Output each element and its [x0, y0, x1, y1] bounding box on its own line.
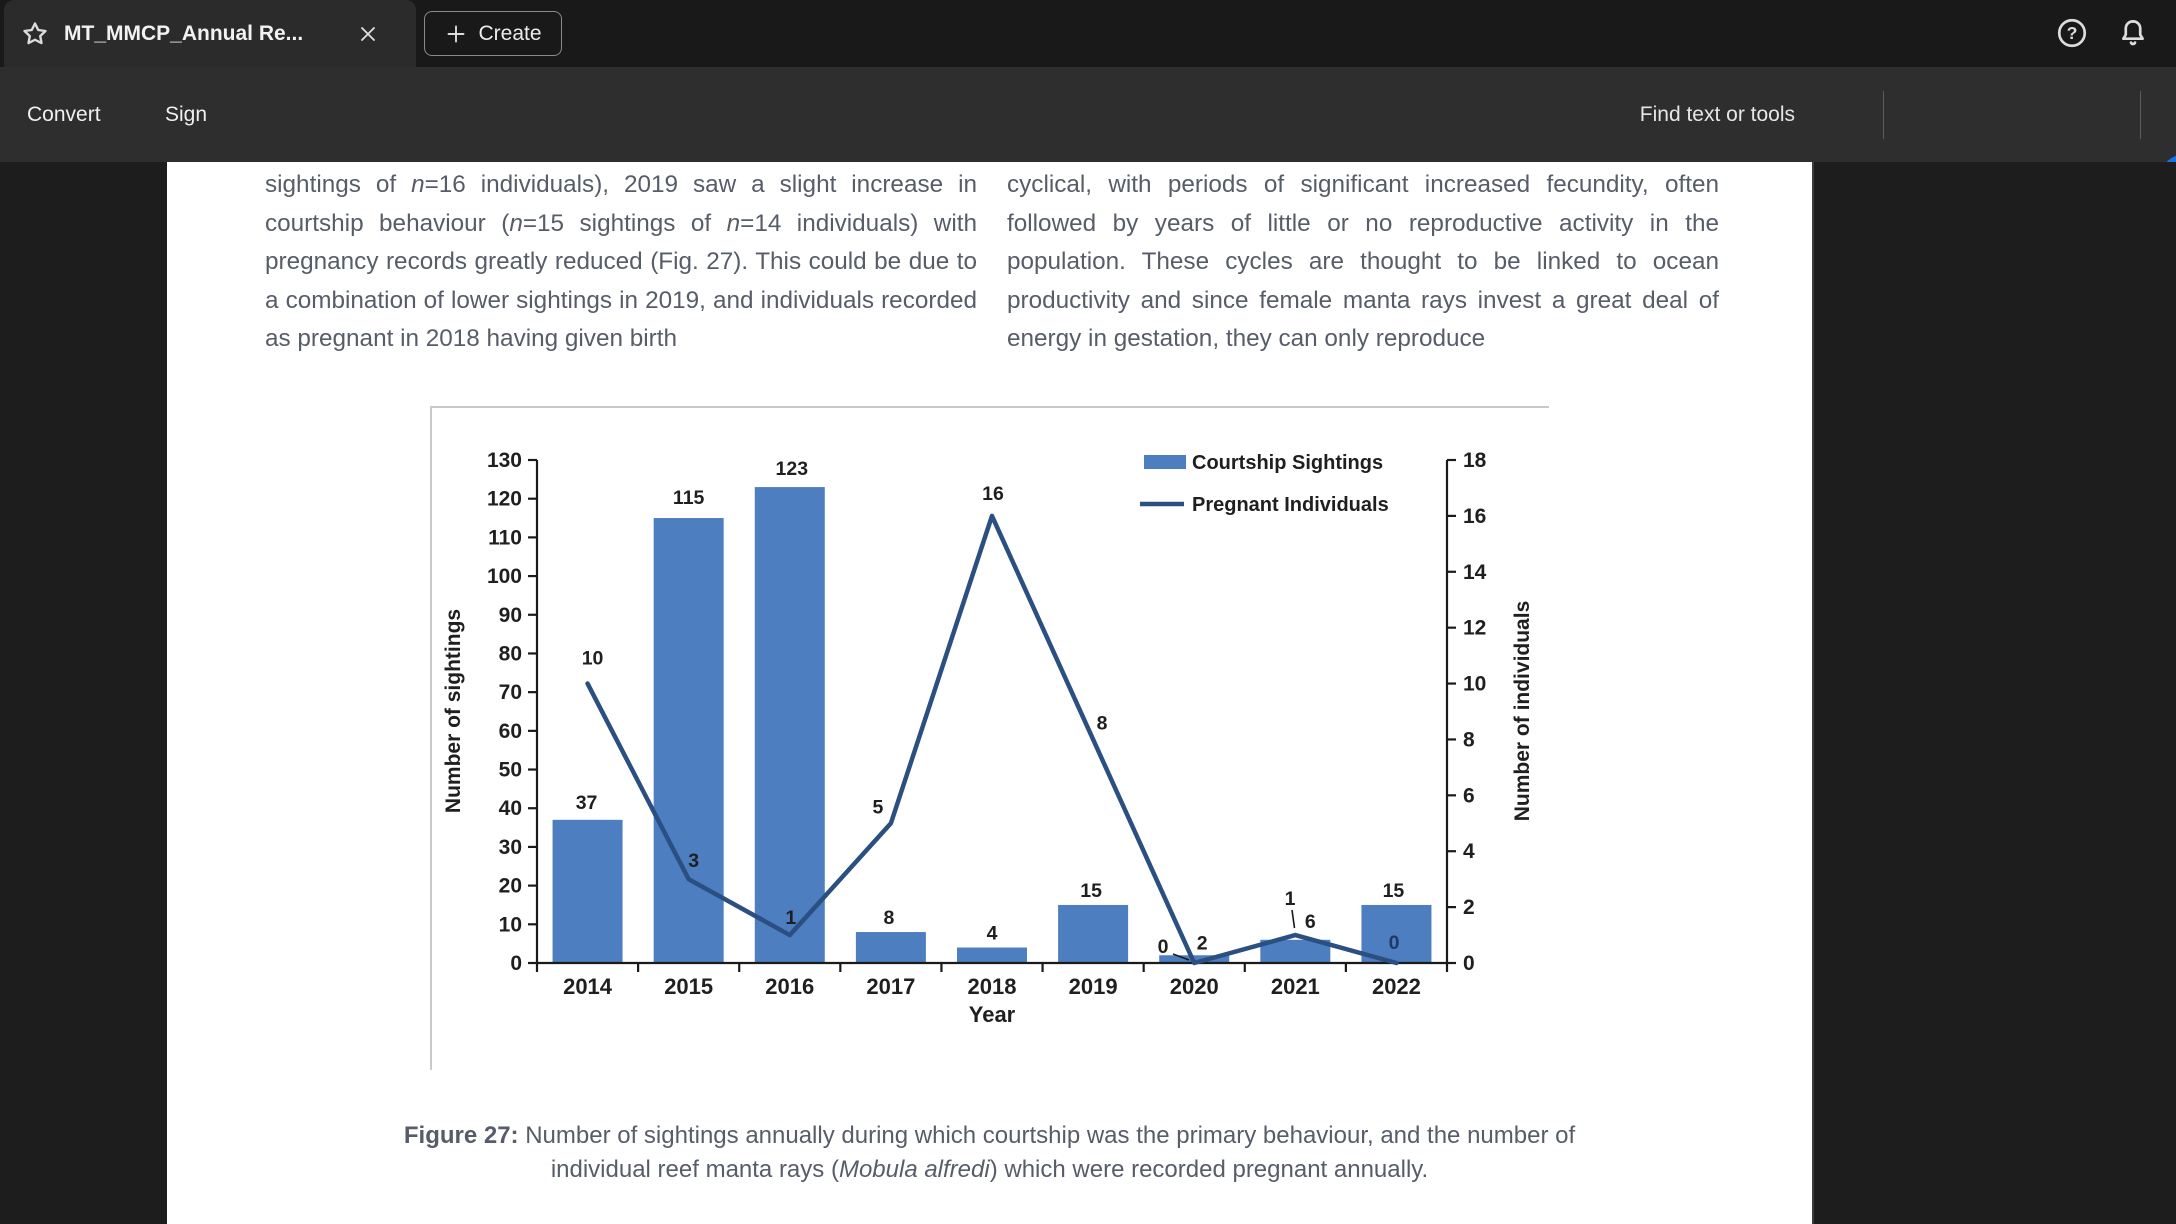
svg-text:130: 130 [487, 449, 522, 472]
tab-title: MT_MMCP_Annual Re... [64, 21, 304, 45]
svg-text:120: 120 [487, 488, 522, 511]
bars-group [552, 487, 1432, 963]
toolbar: Convert Sign Find text or tools [0, 67, 2176, 210]
svg-text:Year: Year [969, 1002, 1016, 1027]
svg-text:70: 70 [499, 681, 522, 704]
find-text-or-tools-button[interactable]: Find text or tools [1639, 102, 1795, 126]
figure-27-chart: 0 10 20 30 40 50 60 70 80 90 100 110 120 130 0 2 4 6 8 10 12… [430, 406, 1549, 1070]
svg-text:4: 4 [1463, 840, 1475, 863]
create-button-label: Create [478, 21, 542, 45]
svg-text:8: 8 [1097, 712, 1108, 734]
svg-text:15: 15 [1080, 880, 1102, 902]
svg-text:30: 30 [499, 836, 522, 859]
svg-text:?: ? [2067, 23, 2078, 43]
svg-text:115: 115 [673, 487, 705, 509]
svg-text:15: 15 [1383, 880, 1405, 902]
figure-caption-line1: Figure 27: Number of sightings annually … [403, 1122, 1576, 1149]
plus-icon [444, 22, 468, 46]
bell-icon[interactable] [2116, 16, 2150, 50]
svg-text:20: 20 [499, 875, 522, 898]
svg-text:10: 10 [1463, 673, 1486, 696]
pdf-page: sightings of n=16 individuals), 2019 saw… [167, 162, 1812, 1224]
svg-text:2: 2 [1197, 932, 1208, 954]
pregnant-individuals-line [585, 513, 1399, 966]
svg-text:90: 90 [499, 604, 522, 627]
document-viewport[interactable]: sightings of n=16 individuals), 2019 saw… [0, 162, 2176, 1224]
svg-text:Pregnant Individuals: Pregnant Individuals [1192, 494, 1389, 516]
toolbar-divider [2140, 91, 2141, 139]
figure-caption: Figure 27: Number of sightings annually … [307, 1119, 1672, 1187]
svg-text:2015: 2015 [664, 974, 713, 999]
close-icon[interactable] [356, 22, 380, 46]
svg-text:100: 100 [487, 565, 522, 588]
svg-text:123: 123 [776, 458, 809, 480]
svg-text:2016: 2016 [765, 974, 814, 999]
svg-text:Courtship Sightings: Courtship Sightings [1192, 452, 1383, 474]
svg-text:2018: 2018 [968, 974, 1017, 999]
svg-text:2: 2 [1463, 896, 1475, 919]
svg-text:10: 10 [582, 648, 604, 670]
svg-text:0: 0 [1463, 952, 1475, 975]
svg-text:2017: 2017 [866, 974, 915, 999]
figure-chart-svg: 0102030405060708090100110120130024681012… [442, 449, 1534, 1027]
svg-text:14: 14 [1463, 561, 1487, 584]
svg-text:40: 40 [499, 797, 522, 820]
svg-text:60: 60 [499, 720, 522, 743]
svg-text:0: 0 [1158, 936, 1169, 958]
svg-text:110: 110 [488, 526, 522, 549]
svg-text:6: 6 [1305, 911, 1316, 933]
svg-text:Number of sightings: Number of sightings [442, 609, 465, 813]
document-tab[interactable]: MT_MMCP_Annual Re... [4, 0, 416, 67]
svg-text:4: 4 [987, 923, 998, 945]
svg-text:0: 0 [1389, 932, 1400, 954]
paragraph-right-column: cyclical, with periods of significant in… [1007, 171, 1719, 353]
svg-text:16: 16 [1463, 505, 1486, 528]
svg-text:18: 18 [1463, 449, 1487, 472]
svg-text:10: 10 [499, 913, 522, 936]
svg-text:1: 1 [1285, 888, 1296, 910]
svg-text:8: 8 [1463, 728, 1475, 751]
help-icon[interactable]: ? [2055, 16, 2089, 50]
svg-text:1: 1 [785, 907, 796, 929]
svg-text:5: 5 [872, 796, 883, 818]
figure-caption-line2: individual reef manta rays (Mobula alfre… [550, 1156, 1429, 1183]
toolbar-item-convert[interactable]: Convert [27, 102, 101, 126]
create-button[interactable]: Create [424, 11, 562, 56]
svg-text:3: 3 [688, 850, 699, 872]
page-edge-line [1812, 162, 1814, 1224]
legend-bar-swatch [1144, 455, 1186, 469]
svg-text:16: 16 [982, 483, 1004, 505]
svg-text:2022: 2022 [1372, 974, 1421, 999]
svg-text:2014: 2014 [563, 974, 613, 999]
svg-text:37: 37 [576, 792, 598, 814]
toolbar-item-sign[interactable]: Sign [165, 102, 208, 126]
svg-text:8: 8 [883, 907, 894, 929]
svg-text:2020: 2020 [1170, 974, 1219, 999]
toolbar-divider [1883, 91, 1884, 139]
tab-bar: MT_MMCP_Annual Re... Create ? [0, 0, 2176, 67]
svg-text:6: 6 [1463, 784, 1475, 807]
axes-group [528, 458, 1456, 972]
svg-text:Number of individuals: Number of individuals [1511, 601, 1534, 822]
svg-text:80: 80 [499, 642, 522, 665]
svg-text:2021: 2021 [1271, 974, 1320, 999]
paragraph-left-column: sightings of n=16 individuals), 2019 saw… [265, 171, 978, 353]
svg-text:50: 50 [499, 759, 522, 782]
svg-text:2019: 2019 [1069, 974, 1118, 999]
svg-text:12: 12 [1463, 617, 1486, 640]
star-icon[interactable] [20, 19, 50, 49]
svg-text:0: 0 [510, 952, 522, 975]
